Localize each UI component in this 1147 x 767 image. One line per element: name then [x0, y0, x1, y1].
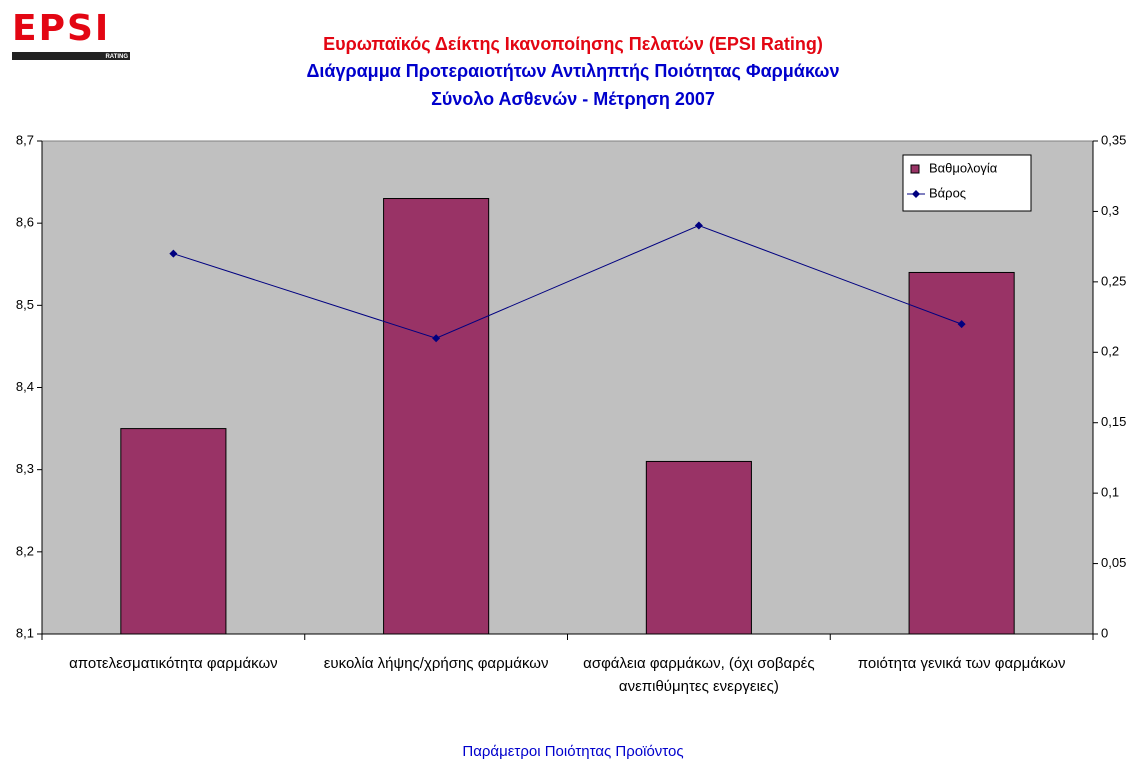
legend — [902, 154, 1032, 212]
y-tick-label: 8,2 — [16, 543, 34, 558]
logo-bar — [12, 52, 130, 60]
y2-tick-label: 0,25 — [1101, 273, 1126, 288]
y-tick-label: 8,6 — [16, 215, 34, 230]
marker — [957, 320, 966, 329]
y2-tick-label: 0,35 — [1101, 132, 1126, 147]
chart-subtitle: Σύνολο Ασθενών - Μέτρηση 2007 — [431, 89, 715, 109]
legend-swatch — [912, 190, 920, 198]
x-tick-label: ασφάλεια φαρμάκων, (όχι σοβαρές ανεπιθύμ… — [583, 655, 815, 695]
logo-text: EPSI — [12, 8, 110, 49]
bar — [645, 460, 752, 635]
x-tick-label: ευκολία λήψης/χρήσης φαρμάκων — [323, 655, 549, 672]
marker — [694, 221, 703, 230]
legend-swatch — [910, 164, 920, 174]
legend-label: Βαθμολογία — [929, 160, 998, 175]
y2-tick-label: 0,1 — [1101, 485, 1119, 500]
y2-tick-label: 0,15 — [1101, 414, 1126, 429]
bar — [120, 428, 227, 635]
x-tick-label: αποτελεσματικότητα φαρμάκων — [69, 655, 278, 672]
y2-tick-label: 0,2 — [1101, 344, 1119, 359]
marker — [432, 334, 441, 343]
x-axis-title: Παράμετροι Ποιότητας Προϊόντος — [462, 743, 683, 760]
chart-subtitle: Διάγραμμα Προτεραιοτήτων Αντιληπτής Ποιό… — [306, 61, 839, 81]
bar — [908, 271, 1015, 635]
y-tick-label: 8,3 — [16, 461, 34, 476]
y-tick-label: 8,5 — [16, 297, 34, 312]
y-tick-label: 8,4 — [16, 379, 34, 394]
logo-sub: RATING — [105, 54, 128, 60]
x-tick-label: ποιότητα γενικά των φαρμάκων — [857, 655, 1066, 672]
bar — [383, 198, 490, 635]
legend-label: Βάρος — [929, 185, 966, 200]
y-tick-label: 8,7 — [16, 132, 34, 147]
y2-tick-label: 0 — [1101, 625, 1108, 640]
chart-title: Ευρωπαϊκός Δείκτης Ικανοποίησης Πελατών … — [323, 34, 823, 54]
y-tick-label: 8,1 — [16, 625, 34, 640]
line — [173, 224, 962, 339]
marker — [169, 249, 178, 258]
y2-tick-label: 0,3 — [1101, 203, 1119, 218]
y2-tick-label: 0,05 — [1101, 555, 1126, 570]
